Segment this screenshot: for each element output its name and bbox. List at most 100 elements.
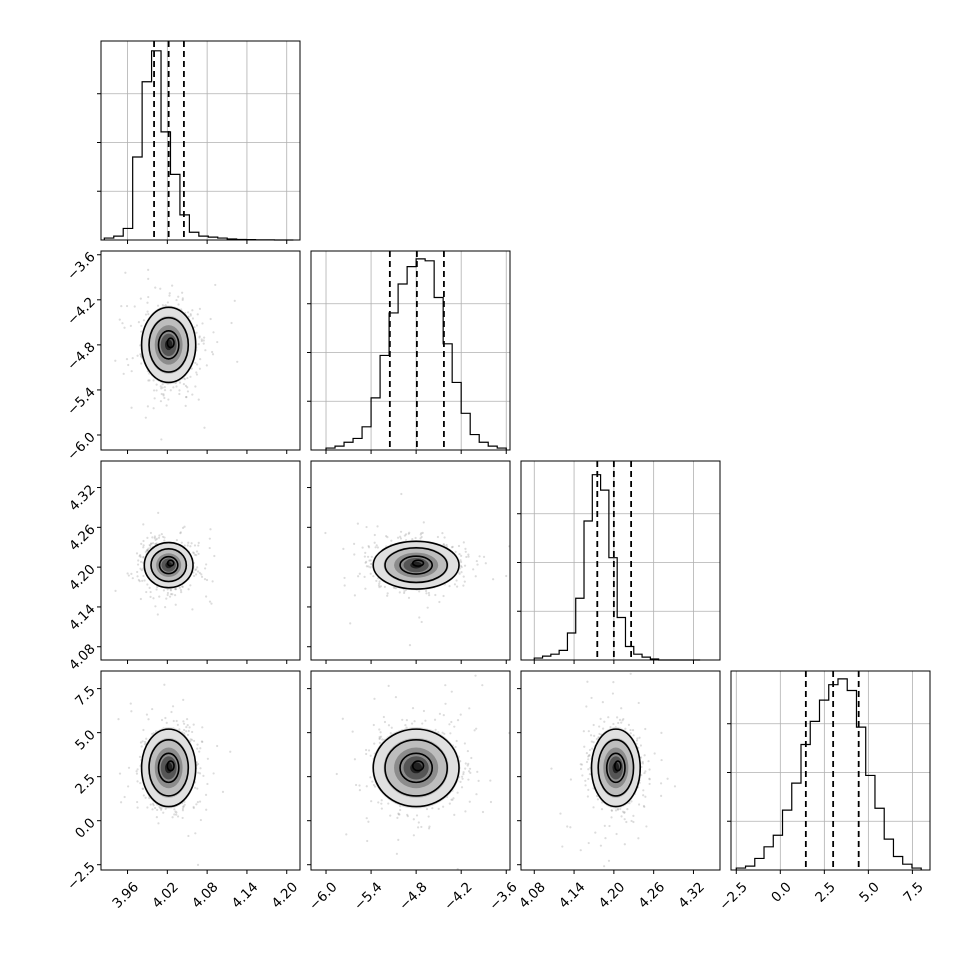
scatter-point — [625, 820, 628, 824]
panel-frame — [100, 40, 301, 241]
scatter-point — [142, 544, 145, 547]
scatter-point — [456, 791, 459, 794]
scatter-point — [174, 588, 178, 591]
pair-panel-3-2 — [520, 670, 721, 871]
scatter-point — [142, 555, 145, 559]
scatter-point — [478, 555, 481, 558]
scatter-point — [169, 588, 172, 591]
scatter-point — [189, 375, 192, 378]
scatter-point — [632, 814, 635, 817]
scatter-point — [403, 591, 406, 595]
scatter-point — [195, 371, 198, 374]
scatter-point — [511, 759, 513, 761]
scatter-point — [171, 284, 174, 287]
scatter-point — [152, 389, 156, 392]
scatter-point — [155, 542, 158, 545]
scatter-point — [204, 793, 208, 796]
scatter-point — [140, 362, 143, 365]
scatter-point — [448, 802, 451, 805]
scatter-point — [370, 800, 373, 803]
scatter-point — [130, 370, 133, 373]
scatter-point — [451, 798, 454, 801]
pair-panel-2-1 — [310, 460, 511, 661]
scatter-point — [378, 582, 381, 585]
scatter-point — [236, 360, 239, 363]
scatter-point — [422, 521, 425, 524]
scatter-point — [136, 354, 139, 357]
scatter-point — [365, 525, 368, 529]
scatter-point — [379, 735, 383, 738]
scatter-point — [378, 728, 381, 731]
scatter-point — [161, 386, 164, 389]
scatter-point — [592, 741, 595, 744]
scatter-point — [139, 567, 142, 570]
scatter-point — [365, 785, 368, 788]
scatter-point — [189, 314, 192, 317]
scatter-point — [492, 578, 495, 581]
scatter-point — [369, 559, 372, 562]
scatter-point — [371, 780, 374, 783]
scatter-point — [176, 723, 179, 726]
scatter-point — [399, 537, 403, 540]
scatter-point — [177, 295, 180, 298]
scatter-point — [196, 801, 199, 804]
scatter-point — [386, 536, 389, 539]
scatter-point — [441, 532, 444, 535]
scatter-point — [152, 379, 155, 382]
scatter-point — [143, 740, 147, 744]
scatter-point — [642, 804, 646, 808]
scatter-point — [459, 559, 462, 562]
scatter-point — [341, 717, 344, 720]
scatter-point — [438, 712, 441, 715]
scatter-point — [369, 754, 372, 757]
scatter-point — [185, 730, 188, 733]
scatter-point — [464, 547, 467, 550]
contour-line — [166, 760, 175, 772]
scatter-point — [390, 539, 393, 542]
scatter-point — [151, 542, 155, 545]
scatter-point — [365, 560, 368, 563]
scatter-point — [139, 297, 142, 300]
scatter-point — [193, 574, 196, 578]
scatter-point — [420, 535, 423, 539]
panel-frame — [730, 670, 931, 871]
scatter-point — [163, 396, 166, 400]
scatter-point — [365, 817, 368, 820]
scatter-point — [180, 591, 183, 594]
scatter-point — [592, 723, 595, 727]
scatter-point — [187, 541, 190, 544]
scatter-point — [185, 718, 189, 721]
scatter-point — [187, 729, 190, 733]
scatter-point — [373, 742, 376, 745]
scatter-point — [191, 393, 194, 396]
scatter-point — [140, 355, 143, 358]
scatter-point — [156, 304, 160, 307]
scatter-point — [411, 707, 415, 710]
scatter-point — [196, 313, 199, 316]
scatter-point — [373, 541, 376, 544]
hist-panel-0 — [97, 40, 301, 241]
scatter-point — [166, 593, 169, 597]
scatter-point — [209, 317, 212, 321]
scatter-point — [364, 551, 367, 554]
scatter-point — [196, 566, 199, 569]
scatter-point — [141, 579, 144, 582]
scatter-point — [203, 426, 206, 429]
scatter-point — [442, 714, 445, 717]
scatter-point — [180, 541, 183, 544]
scatter-point — [211, 353, 215, 356]
scatter-point — [213, 554, 216, 558]
scatter-point — [198, 750, 201, 753]
scatter-point — [178, 381, 182, 384]
scatter-point — [418, 590, 421, 593]
scatter-point — [149, 595, 152, 598]
scatter-point — [419, 537, 422, 540]
scatter-point — [205, 595, 208, 598]
contour-line — [384, 738, 449, 797]
scatter-point — [160, 438, 163, 441]
scatter-point — [195, 331, 198, 334]
scatter-point — [197, 398, 200, 401]
scatter-point — [196, 743, 199, 746]
scatter-point — [203, 567, 207, 570]
scatter-point — [463, 742, 466, 745]
